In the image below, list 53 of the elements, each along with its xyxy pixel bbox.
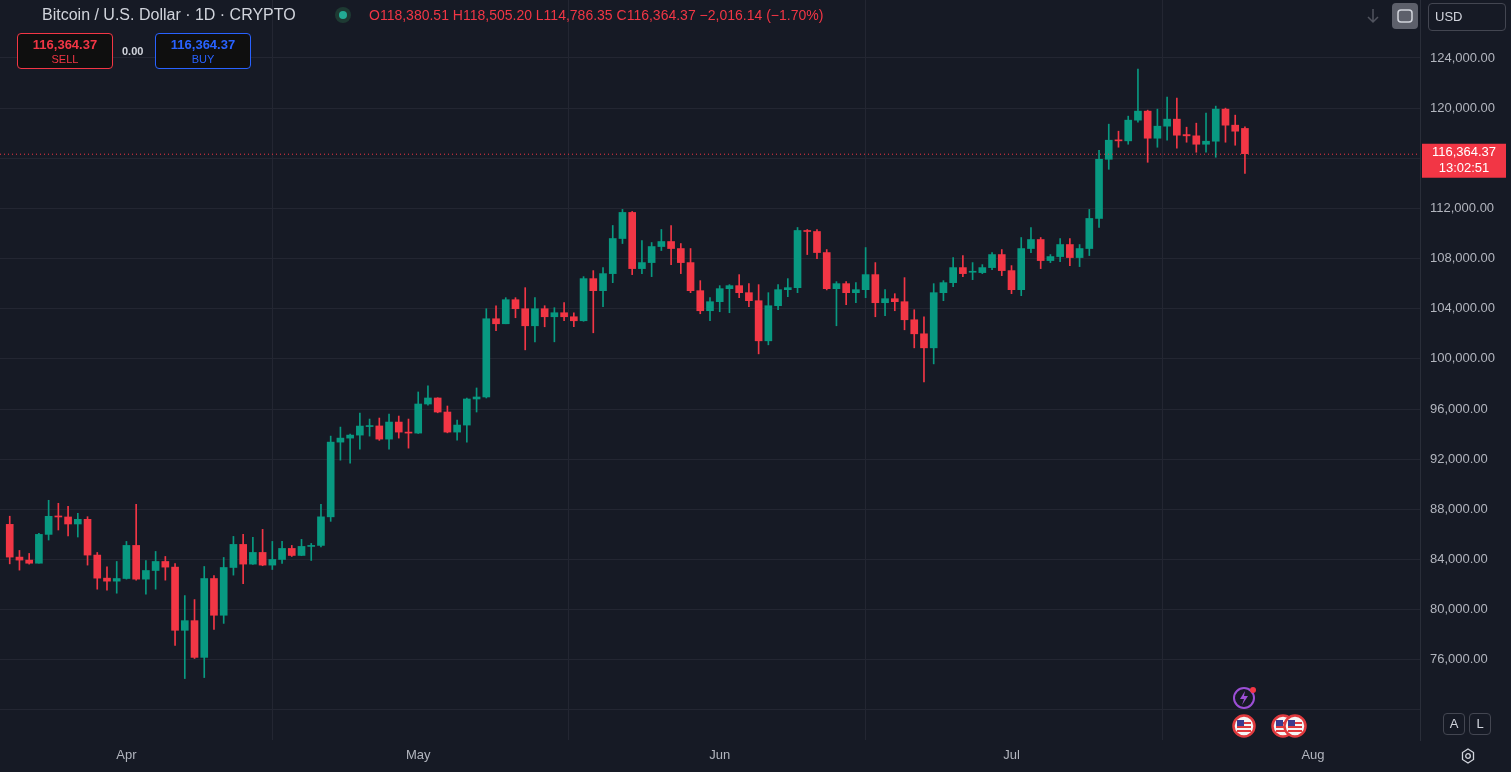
y-tick-label: 120,000.00 (1430, 99, 1496, 115)
sell-button: 116,364.37 SELL (17, 33, 113, 69)
candlestick (1134, 68, 1142, 123)
annotation: SELL (50, 53, 80, 65)
candlestick (492, 305, 500, 332)
annotation: 0.00 (122, 45, 144, 57)
auto-scale-button: A (1443, 713, 1465, 735)
candlestick (180, 595, 189, 679)
annotation: O118,380.51 H118,505.20 L114,786.35 C116,364.37 −2,016.14 (−1.70%) (369, 7, 824, 23)
x-tick-label: Jun (709, 747, 731, 763)
candlestick (1231, 114, 1240, 146)
candlestick (73, 513, 82, 538)
candlestick (307, 543, 316, 561)
x-tick-label: Aug (1301, 747, 1325, 763)
annotation: BUY (190, 53, 216, 65)
y-tick-label: 112,000.00 (1430, 200, 1495, 215)
y-tick-label: 80,000.00 (1430, 601, 1488, 617)
candlestick (1163, 96, 1171, 141)
annotation: 116,364.37 (31, 37, 99, 52)
x-tick-label: May (405, 747, 431, 763)
candlestick (881, 289, 889, 317)
log-scale-button: L (1469, 713, 1491, 735)
text: 13:02:51 (1438, 160, 1490, 176)
ref-line-label: 116,364.37 (1431, 144, 1497, 160)
x-tick-label: Jul (1003, 747, 1020, 763)
candlestick (638, 240, 646, 274)
candlestick (890, 293, 899, 312)
candlestick (142, 560, 150, 595)
candlestick (268, 541, 277, 570)
candlestick (64, 505, 72, 537)
y-tick-label: 108,000.00 (1430, 250, 1496, 266)
y-tick-label: 124,000.00 (1430, 49, 1496, 65)
y-tick-label: 92,000.00 (1430, 450, 1488, 466)
candlestick (667, 225, 675, 265)
y-tick-label: 96,000.00 (1430, 400, 1488, 416)
buy-button: 116,364.37 BUY (155, 33, 251, 69)
y-tick-label: 84,000.00 (1430, 551, 1488, 567)
y-tick-label: 76,000.00 (1430, 651, 1488, 667)
candlestick (920, 316, 928, 383)
candlestick (589, 270, 598, 334)
y-tick-label: 88,000.00 (1430, 500, 1488, 516)
text: Bitcoin / U.S. Dollar · 1D · CRYPTO (42, 6, 296, 24)
candlestick (560, 302, 568, 322)
candlestick (783, 278, 792, 298)
y-tick-label: 104,000.00 (1430, 300, 1496, 316)
candlestick (112, 561, 121, 594)
currency-select: USD (1428, 3, 1506, 31)
x-tick-label: Apr (116, 747, 138, 763)
candlestick (852, 282, 860, 304)
y-tick-label: 100,000.00 (1430, 350, 1496, 366)
candlestick (1202, 112, 1210, 153)
annotation: 116,364.37 (169, 37, 237, 52)
candlestick (803, 229, 812, 255)
